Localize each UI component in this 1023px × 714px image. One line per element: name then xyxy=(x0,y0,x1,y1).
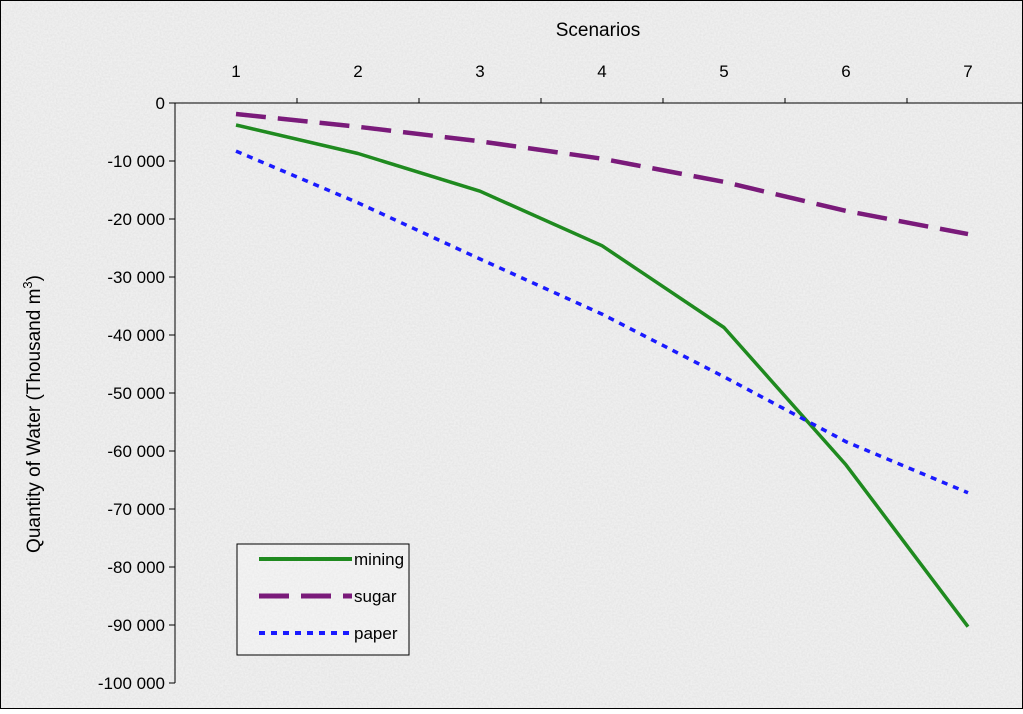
y-tick-label: 0 xyxy=(156,94,165,113)
x-tick-label: 3 xyxy=(475,62,484,81)
y-tick-label: -100 000 xyxy=(98,674,165,693)
y-tick-label: -80 000 xyxy=(107,558,165,577)
legend-label-paper: paper xyxy=(354,624,398,643)
y-tick-label: -90 000 xyxy=(107,616,165,635)
y-axis-title-sup: 3 xyxy=(20,281,35,288)
y-tick-label: -10 000 xyxy=(107,152,165,171)
x-tick-label: 1 xyxy=(231,62,240,81)
y-axis-title: Quantity of Water (Thousand m3) xyxy=(20,275,45,553)
x-tick-label: 4 xyxy=(597,62,606,81)
x-tick-label: 6 xyxy=(841,62,850,81)
x-axis-title: Scenarios xyxy=(556,20,641,41)
legend: mining sugar paper xyxy=(236,543,410,656)
y-tick-label: -60 000 xyxy=(107,442,165,461)
y-axis-title-main: Quantity of Water (Thousand m xyxy=(24,289,45,553)
series-line-mining xyxy=(235,123,970,628)
y-axis-title-close: ) xyxy=(24,275,45,281)
y-tick-label: -70 000 xyxy=(107,500,165,519)
legend-label-sugar: sugar xyxy=(354,587,397,606)
series-line-paper xyxy=(235,149,969,495)
axes: 0 -10 000 -20 000 -30 000 -40 000 -50 000 -60 … xyxy=(98,62,1023,693)
x-tick-label: 5 xyxy=(719,62,728,81)
legend-label-mining: mining xyxy=(354,550,404,569)
y-tick-label: -50 000 xyxy=(107,384,165,403)
series-layer xyxy=(235,111,970,628)
legend-box xyxy=(236,543,410,656)
x-tick-label: 2 xyxy=(353,62,362,81)
x-tick-label: 7 xyxy=(963,62,972,81)
y-tick-label: -40 000 xyxy=(107,326,165,345)
y-tick-label: -30 000 xyxy=(107,268,165,287)
y-tick-label: -20 000 xyxy=(107,210,165,229)
